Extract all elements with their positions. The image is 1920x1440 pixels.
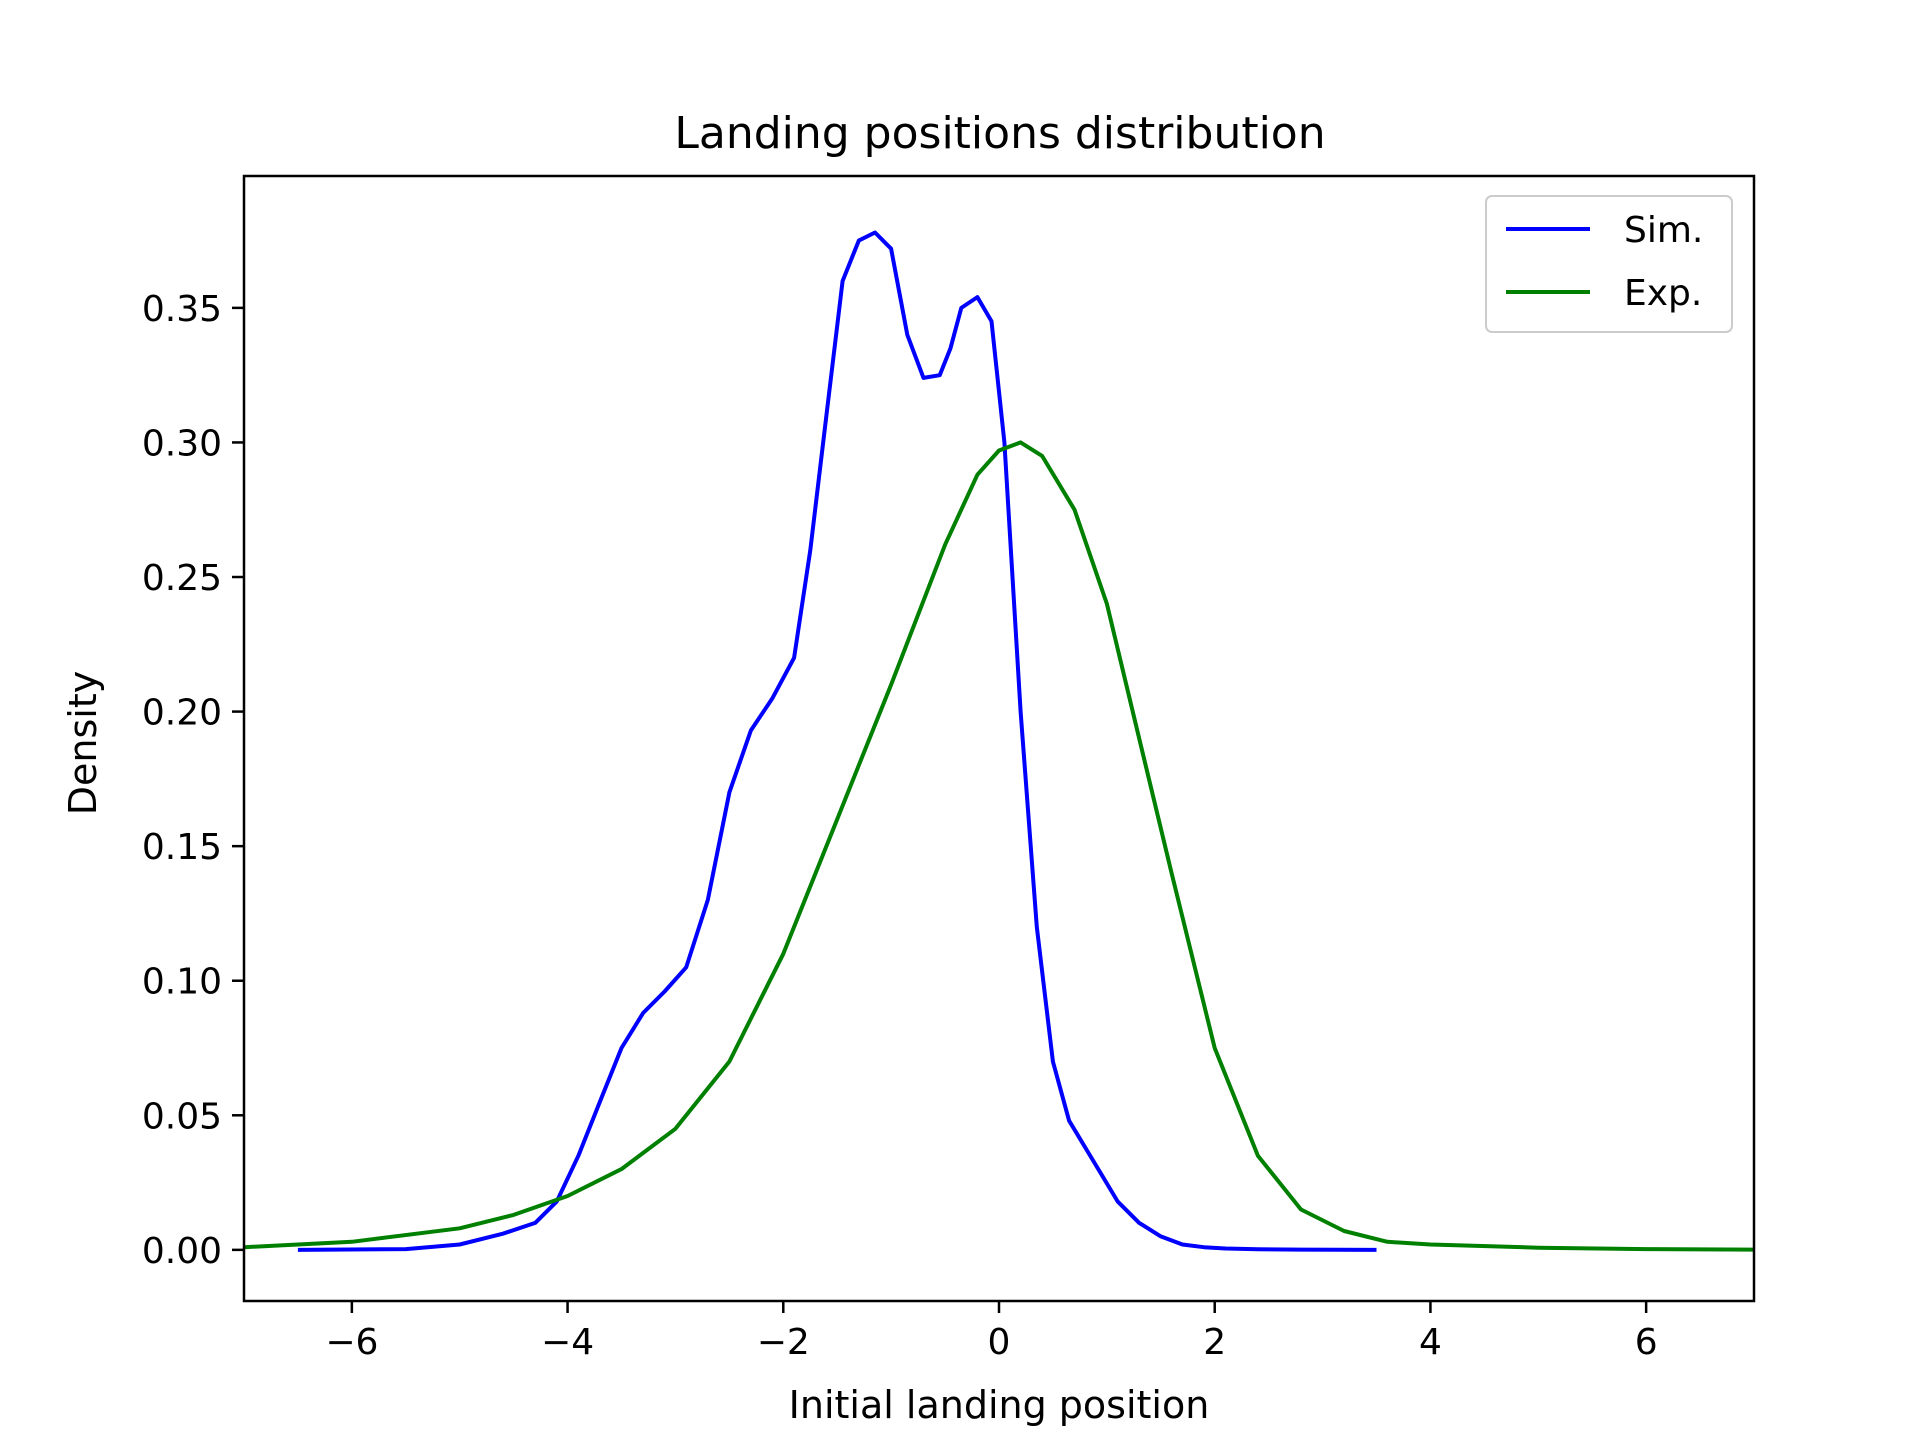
plot-frame: [242, 174, 1756, 1303]
x-tick-label: 6: [1635, 1322, 1658, 1363]
y-tick-label: 0.20: [142, 693, 222, 734]
y-tick-label: 0.15: [142, 827, 222, 868]
y-tick-label: 0.30: [142, 423, 222, 464]
y-tick-label: 0.35: [142, 289, 222, 330]
y-tick-label: 0.05: [142, 1096, 222, 1137]
y-axis: 0.00 0.05 0.10 0.15 0.20 0.25 0.30 0.35: [142, 289, 244, 1272]
plot-lines: [243, 230, 1755, 1252]
x-tick-label: 0: [988, 1322, 1011, 1363]
legend: Sim. Exp.: [1485, 195, 1733, 333]
y-axis-label: Density: [61, 671, 105, 815]
chart-title: Landing positions distribution: [674, 108, 1325, 159]
x-axis: −6 −4 −2 0 2 4 6: [325, 1301, 1658, 1363]
legend-label-0: Sim.: [1624, 210, 1703, 251]
x-tick-label: −6: [325, 1322, 378, 1363]
x-tick-label: −2: [757, 1322, 810, 1363]
y-tick-label: 0.25: [142, 558, 222, 599]
series-line-1: [243, 440, 1755, 1252]
x-tick-label: −4: [541, 1322, 594, 1363]
series-line-0: [297, 230, 1377, 1252]
y-tick-label: 0.00: [142, 1231, 222, 1272]
x-tick-label: 2: [1203, 1322, 1226, 1363]
x-axis-label: Initial landing position: [789, 1383, 1210, 1427]
x-tick-label: 4: [1419, 1322, 1442, 1363]
legend-label-1: Exp.: [1624, 273, 1702, 314]
y-tick-label: 0.10: [142, 962, 222, 1003]
